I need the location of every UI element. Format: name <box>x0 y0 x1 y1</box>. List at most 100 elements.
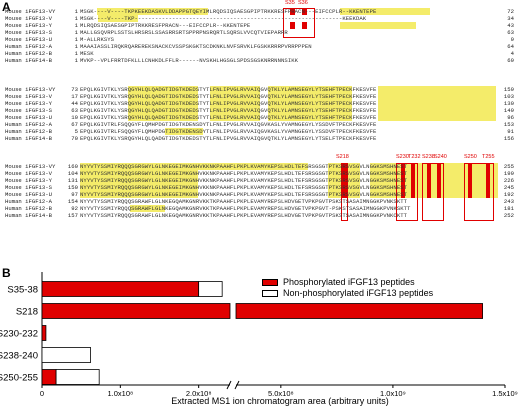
site-label-s36: S36 <box>298 0 308 6</box>
alignment-row: Mouse iFGF13-V 1 MSGK----V----TKP---------… <box>0 15 520 22</box>
sequence-end-position: 4 <box>510 50 514 57</box>
highlight-region <box>340 22 416 29</box>
phosphosite-mark <box>290 8 295 15</box>
site-label-t232: T232 <box>408 154 421 160</box>
alignment-row: Mouse iFGF13-S 1 MALLGSQVRPLSSTSLHRSRSLSSA… <box>0 29 520 36</box>
sequence-residues: EPQLKGIVTRLFSQQGYFLQMHPDGTIDGTKDENSDYTLF… <box>80 128 377 135</box>
sequence-residues: NYYVTYSSMIYRQQQSGRGWYLGLNKEGEIMKGNHVKKNK… <box>80 163 408 170</box>
sequence-end-position: 245 <box>503 184 514 191</box>
sequence-start-position: 1 <box>74 36 78 43</box>
phosphosite-box-s35-s36 <box>283 8 315 38</box>
alignment-row: Human iFGF14-B 1 MVKP--VPLFRRTDFKLLLCNHKDL… <box>0 57 520 64</box>
alignment-row: Mouse iFGF13-U 1 M-ALLRKSYS 9 <box>0 36 520 43</box>
sequence-end-position: 130 <box>503 100 514 107</box>
sequence-end-position: 43 <box>507 22 514 29</box>
highlight-region <box>98 15 138 22</box>
site-label-s240: S240 <box>434 154 447 160</box>
sequence-name: Mouse iFGF13-VY <box>5 8 56 15</box>
sequence-name: Mouse iFGF13-S <box>5 107 52 114</box>
sequence-residues: MLRQDSIQSAESGPIPTRKKRESFPRACN---EIFCCPLR… <box>80 22 251 29</box>
sequence-end-position: 159 <box>503 86 514 93</box>
sequence-name: Human iFGF12-B <box>5 205 52 212</box>
sequence-end-position: 63 <box>507 29 514 36</box>
category-label: S238-240 <box>0 351 38 362</box>
sequence-residues: MSGK----V----TKPKEEKDASKVLDDAPPGTQEYIMLR… <box>80 8 377 15</box>
sequence-residues: NYYVTYSSMIYRQQQSGRGWYLGLNKEGEIMKGNHVKKNK… <box>80 170 408 177</box>
sequence-end-position: 91 <box>507 128 514 135</box>
sequence-name: Human iFGF12-B <box>5 50 52 57</box>
sequence-start-position: 67 <box>71 121 78 128</box>
legend-label-non-phosphorylated: Non-phosphorylated iFGF13 peptides <box>283 288 434 298</box>
site-label-s218: S218 <box>336 154 349 160</box>
phosphosite-mark <box>290 22 295 29</box>
alignment-row: Mouse iFGF13-Y 44 EPQLKGIVTKLYSRQGYHLQLQAD… <box>0 100 520 107</box>
sequence-name: Mouse iFGF13-U <box>5 114 52 121</box>
sequence-start-position: 1 <box>74 43 78 50</box>
sequence-start-position: 97 <box>71 191 78 198</box>
sequence-start-position: 104 <box>67 170 78 177</box>
sequence-residues: EPQLKGIVTRLFSQQGYFLQMHPDGTIDGTKDENSDYTLF… <box>80 121 377 128</box>
sequence-start-position: 157 <box>67 212 78 219</box>
sequence-start-position: 154 <box>67 198 78 205</box>
sequence-name: Mouse iFGF13-V <box>5 93 52 100</box>
category-label: S230-232 <box>0 329 38 340</box>
highlight-region <box>210 86 260 121</box>
phosphosite-mark <box>486 163 490 198</box>
x-tick-label: 1.5x10⁹ <box>492 389 518 398</box>
sequence-start-position: 92 <box>71 205 78 212</box>
sequence-residues: EPQLKGIVTKLYSRQGYHLQLQADGTIDGTKDEDSTYTLF… <box>80 135 377 142</box>
bar-segment <box>41 303 231 319</box>
sequence-start-position: 1 <box>74 8 78 15</box>
sequence-end-position: 96 <box>507 114 514 121</box>
sequence-name: Mouse iFGF13-Y <box>5 100 52 107</box>
sequence-start-position: 131 <box>67 177 78 184</box>
sequence-residues: NYYVTYSSMIYRQQQSGRGWYLGLNKEGEIMKGNHVKKNK… <box>80 191 408 198</box>
phosphosite-mark <box>468 163 472 198</box>
sequence-residues: EPQLKGIVTKLYSRQGYHLQLQADGTIDGTKDEDSTYTLF… <box>80 86 377 93</box>
sequence-residues: MSGK----V----TKP------------------------… <box>80 15 367 22</box>
bar-segment <box>235 303 483 319</box>
sequence-name: Mouse iFGF13-S <box>5 184 52 191</box>
sequence-end-position: 226 <box>503 177 514 184</box>
highlight-region <box>268 86 352 121</box>
sequence-end-position: 9 <box>510 36 514 43</box>
site-label-s230: S230 <box>396 154 409 160</box>
site-label-s238: S238 <box>422 154 435 160</box>
alignment-row: Mouse iFGF13-Y 131 NYYVTYSSMIYRQQQSGRGWYLG… <box>0 177 520 184</box>
sequence-start-position: 63 <box>71 107 78 114</box>
alignment-row: Mouse iFGF13-U 10 EPQLKGIVTKLYSRQGYHLQLQAD… <box>0 114 520 121</box>
sequence-residues: NYYVTYSSMIYRQQQSGRAWFLGLNKEGQAMKGNRVKKTK… <box>80 205 411 212</box>
sequence-name: Mouse iFGF13-Y <box>5 22 52 29</box>
legend-label-phosphorylated: Phosphorylated iFGF13 peptides <box>283 277 415 287</box>
alignment-row: Mouse iFGF13-V 17 EPQLKGIVTKLYSRQGYHLQLQAD… <box>0 93 520 100</box>
category-label: S35-38 <box>7 285 38 296</box>
legend-swatch-phosphorylated <box>262 279 278 286</box>
phosphosite-mark <box>401 163 405 198</box>
alignment-block-1: S35 S36 Mouse iFGF13-VY 1 MSGK----V----TKP… <box>0 0 520 72</box>
legend-swatch-non-phosphorylated <box>262 290 278 297</box>
highlight-region <box>97 8 208 15</box>
sequence-start-position: 17 <box>71 93 78 100</box>
sequence-end-position: 181 <box>503 205 514 212</box>
sequence-name: Human iFGF14-B <box>5 135 52 142</box>
sequence-name: Mouse iFGF13-Y <box>5 177 52 184</box>
sequence-residues: EPQLKGIVTKLYSRQGYHLQLQADGTIDGTKDEDSTYTLF… <box>80 93 377 100</box>
sequence-alignment-panel: A S35 S36 Mouse iFGF13-VY 1 MSGK----V----T… <box>0 0 520 221</box>
x-tick-label: 0 <box>40 389 44 398</box>
alignment-row: Mouse iFGF13-S 63 EPQLKGIVTKLYSRQGYHLQLQAD… <box>0 107 520 114</box>
sequence-residues: M-ALLRKSYS <box>80 36 115 43</box>
sequence-name: Human iFGF12-B <box>5 128 52 135</box>
sequence-start-position: 44 <box>71 100 78 107</box>
sequence-residues: NYYVTYSSMIYRQQQSGRAWFLGLNKEGQAMKGNRVKKTK… <box>80 198 408 205</box>
category-label: S218 <box>16 307 38 318</box>
alignment-row: Mouse iFGF13-S 150 NYYVTYSSMIYRQQQSGRGWYLG… <box>0 184 520 191</box>
sequence-name: Human iFGF12-A <box>5 121 52 128</box>
sequence-name: Mouse iFGF13-VY <box>5 86 56 93</box>
alignment-row: Mouse iFGF13-U 97 NYYVTYSSMIYRQQQSGRGWYLGL… <box>0 191 520 198</box>
phosphosite-box-s238-s240 <box>422 163 444 221</box>
site-label-t255: T255 <box>482 154 495 160</box>
phosphosite-box-s250-t255 <box>464 163 494 221</box>
sequence-name: Human iFGF14-B <box>5 57 52 64</box>
sequence-end-position: 252 <box>503 212 514 219</box>
sequence-name: Mouse iFGF13-VY <box>5 163 56 170</box>
